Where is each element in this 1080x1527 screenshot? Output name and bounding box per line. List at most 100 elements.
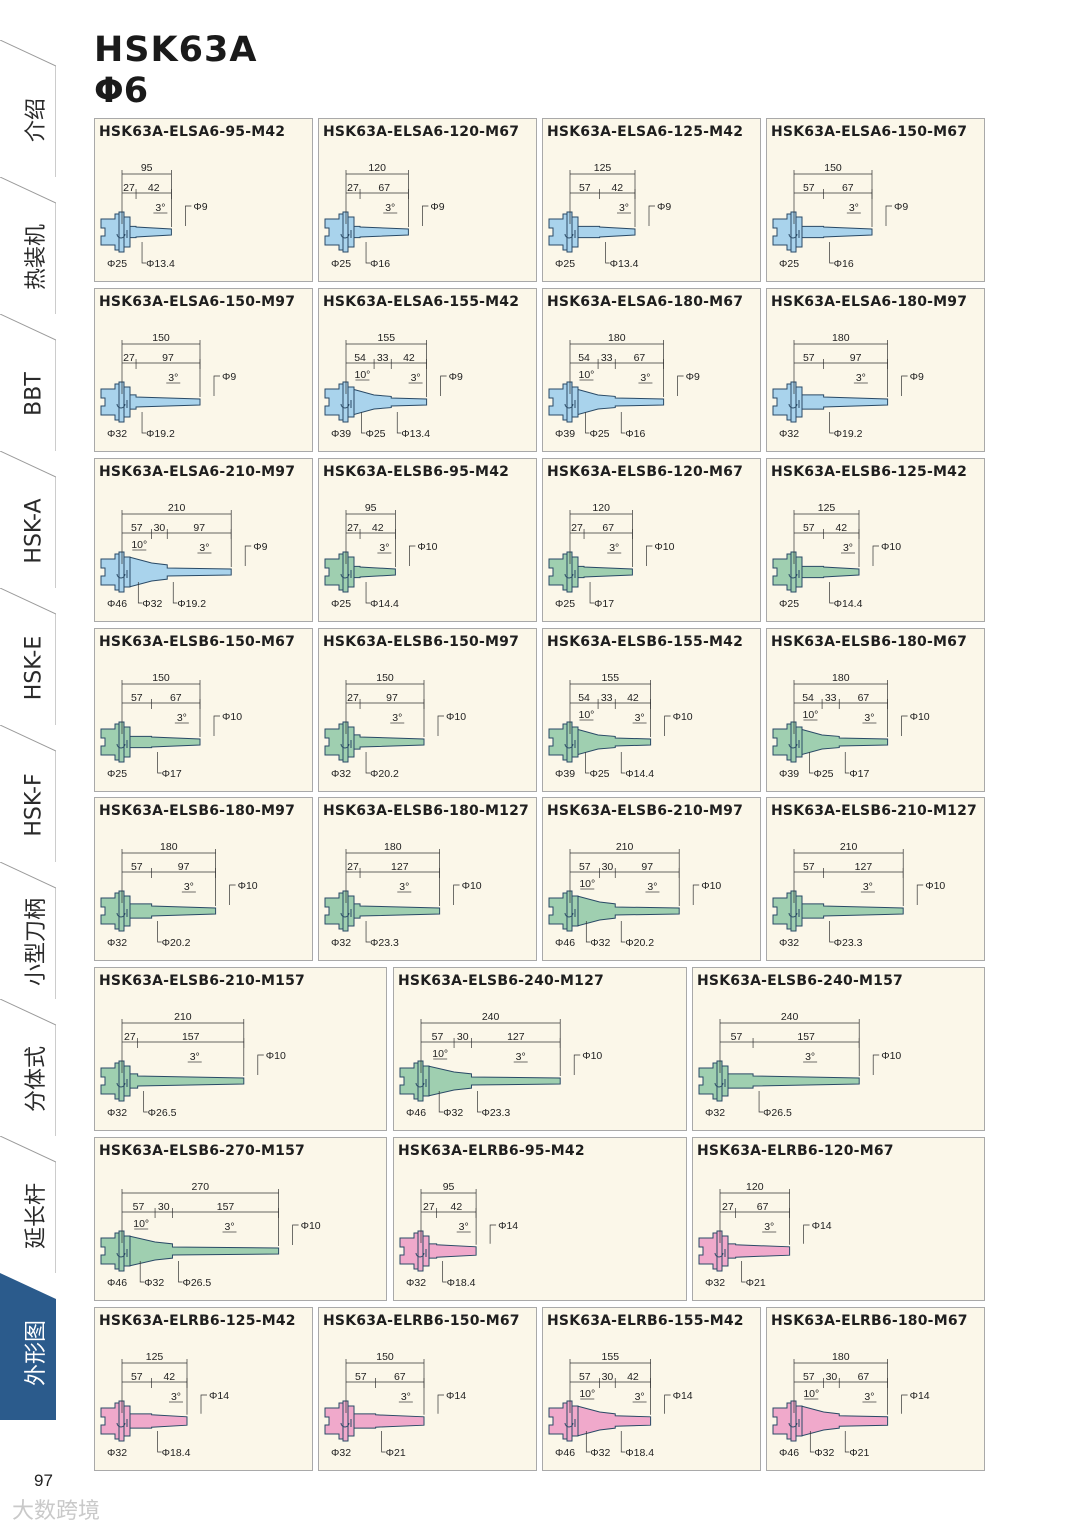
angle-label: 3° <box>619 202 629 214</box>
drawing-card: 120 27 67 3° Φ9 Φ25 Φ16 HSK63A-ELSA6-120-M67 <box>318 118 537 282</box>
tip-diameter-label: Φ9 <box>910 371 924 383</box>
total-length-label: 150 <box>376 1351 394 1363</box>
side-navigation: 介绍 热装机 BBT HSK-A HSK-E HSK-F 小型刀柄分体式延长杆 外形图 <box>0 40 56 1445</box>
segment-length-label: 57 <box>731 1031 743 1043</box>
drawing-card: 120 27 67 3° Φ14 Φ32 Φ21 HSK63A-ELRB6-120-M67 <box>692 1137 985 1301</box>
holder-svg: 95 27 42 3° Φ9 Φ25 Φ13.4 <box>100 162 208 270</box>
holder-body <box>353 734 425 750</box>
side-tab-7[interactable]: 分体式 <box>0 999 56 1136</box>
side-tab-label: 分体式 <box>24 1045 49 1113</box>
flange <box>118 721 125 763</box>
diameter-label: Φ17 <box>849 768 869 780</box>
side-tab-8[interactable]: 延长杆 <box>0 1136 56 1273</box>
segment-length-label: 57 <box>131 1371 143 1383</box>
flange <box>566 551 573 593</box>
holder-svg: 270 57 30 157 10° 3° Φ10 Φ46 Φ32 Φ26.5 <box>100 1181 321 1289</box>
side-tab-3[interactable]: HSK-A <box>0 451 56 588</box>
segment-length-label: 157 <box>797 1031 815 1043</box>
tip-diameter-label: Φ10 <box>881 1050 901 1062</box>
holder-drawing <box>100 1400 188 1442</box>
segment-length-label: 27 <box>722 1201 734 1213</box>
drawing-card: 155 57 30 42 10° 3° Φ14 Φ46 Φ32 Φ18.4 HSK63A-ELRB6… <box>542 1307 761 1471</box>
diameter-label: Φ23.3 <box>481 1107 510 1119</box>
side-tab-0[interactable]: 介绍 <box>0 40 56 177</box>
diameter-label: Φ14.4 <box>834 598 863 610</box>
total-length-label: 95 <box>141 162 153 174</box>
side-tab-9[interactable]: 外形图 <box>0 1273 56 1420</box>
drawing-card: 180 57 97 3° Φ10 Φ32 Φ20.2 HSK63A-ELSB6-180-M97 <box>94 797 313 961</box>
angle-label: 3° <box>401 1391 411 1403</box>
tip-diameter-label: Φ10 <box>654 541 674 553</box>
holder-drawing <box>100 1060 245 1102</box>
dimensions <box>569 849 700 943</box>
segment-length-label: 27 <box>347 692 359 704</box>
diameter-label: Φ39 <box>555 768 575 780</box>
hsk-shank <box>772 383 792 421</box>
hsk-shank <box>324 723 344 761</box>
holder-body <box>577 1405 652 1437</box>
segment-length-label: 57 <box>803 861 815 873</box>
holder-body <box>428 1243 477 1259</box>
segment-length-label: 57 <box>579 861 591 873</box>
holder-body <box>129 735 201 749</box>
side-tab-2[interactable]: BBT <box>0 314 56 451</box>
angle-label: 3° <box>379 542 389 554</box>
dimensions <box>793 170 892 264</box>
flange <box>118 211 125 253</box>
side-tab-6[interactable]: 小型刀柄 <box>0 862 56 999</box>
holder-drawing <box>772 890 904 932</box>
model-title: HSK63A-ELRB6-120-M67 <box>697 1143 894 1159</box>
holder-svg: 180 54 33 67 10° 3° Φ9 Φ39 Φ25 Φ16 <box>548 332 700 440</box>
segment-length-label: 67 <box>858 692 870 704</box>
drawing-card: 125 57 42 3° Φ10 Φ25 Φ14.4 HSK63A-ELSB6-125-M42 <box>766 458 985 622</box>
holder-body <box>577 728 652 756</box>
side-tab-5[interactable]: HSK-F <box>0 725 56 862</box>
diameter-label: Φ16 <box>370 258 390 270</box>
diameter-label: Φ46 <box>107 598 127 610</box>
holder-body <box>353 388 428 416</box>
segment-length-label: 33 <box>601 692 613 704</box>
dimensions <box>569 680 671 774</box>
segment-length-label: 42 <box>403 352 415 364</box>
side-tab-label: HSK-F <box>21 773 47 837</box>
dimensions <box>345 1359 444 1453</box>
diameter-label: Φ32 <box>144 1277 164 1289</box>
diameter-label: Φ18.4 <box>447 1277 476 1289</box>
total-length-label: 150 <box>824 162 842 174</box>
side-tab-4[interactable]: HSK-E <box>0 588 56 725</box>
total-length-label: 210 <box>168 502 186 514</box>
total-length-label: 180 <box>832 1351 850 1363</box>
angle-label: 3° <box>392 712 402 724</box>
angle-label: 3° <box>640 372 650 384</box>
holder-drawing <box>100 721 201 763</box>
segment-length-label: 97 <box>193 522 205 534</box>
holder-svg: 240 57 157 3° Φ10 Φ32 Φ26.5 <box>698 1011 901 1119</box>
diameter-label: Φ25 <box>107 768 127 780</box>
segment-length-label: 97 <box>178 861 190 873</box>
diameter-label: Φ46 <box>107 1277 127 1289</box>
tip-diameter-label: Φ10 <box>301 1220 321 1232</box>
flange <box>342 890 349 932</box>
angle-label: 3° <box>843 542 853 554</box>
holder-drawing <box>548 211 636 253</box>
tip-diameter-label: Φ10 <box>701 880 721 892</box>
diameter-label: Φ32 <box>107 428 127 440</box>
flange <box>118 1230 125 1272</box>
holder-drawing <box>548 381 665 423</box>
diameter-label: Φ32 <box>590 937 610 949</box>
side-tab-1[interactable]: 热装机 <box>0 177 56 314</box>
tip-diameter-label: Φ9 <box>449 371 463 383</box>
segment-length-label: 97 <box>162 352 174 364</box>
holder-body <box>801 903 904 919</box>
holder-svg: 180 57 97 3° Φ9 Φ32 Φ19.2 <box>772 332 924 440</box>
dimensions <box>420 1019 581 1113</box>
holder-drawing <box>100 551 232 593</box>
page-number: 97 <box>34 1471 53 1490</box>
holder-body <box>353 1413 425 1429</box>
angle-label: 3° <box>849 202 859 214</box>
holder-body <box>428 1065 561 1097</box>
drawing-card: 155 54 33 42 10° 3° Φ10 Φ39 Φ25 Φ14.4 HSK63A-ELSB6… <box>542 628 761 792</box>
tip-diameter-label: Φ9 <box>657 201 671 213</box>
holder-drawing <box>772 211 873 253</box>
